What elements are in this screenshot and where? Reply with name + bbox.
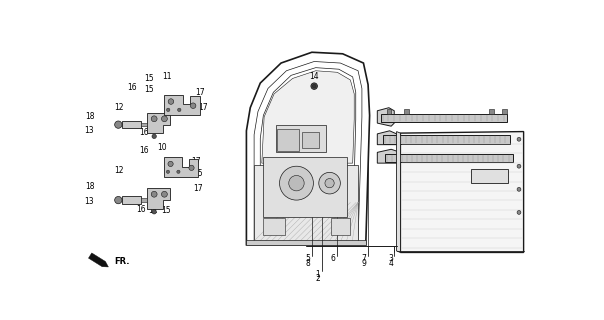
Polygon shape [246, 52, 370, 245]
Text: 10: 10 [159, 114, 169, 123]
Text: 16: 16 [139, 128, 149, 137]
Circle shape [166, 170, 170, 173]
Circle shape [517, 164, 521, 168]
Bar [275, 125, 326, 152]
Text: 11: 11 [162, 72, 172, 81]
Text: 17: 17 [191, 157, 201, 166]
Text: 3: 3 [389, 254, 394, 263]
Polygon shape [147, 113, 170, 133]
Bar [263, 218, 285, 235]
Polygon shape [397, 132, 400, 252]
Bar [502, 109, 507, 114]
Bar [141, 123, 147, 126]
Circle shape [312, 84, 316, 88]
Circle shape [167, 108, 170, 112]
Circle shape [190, 103, 196, 108]
Polygon shape [381, 114, 507, 122]
Bar [263, 157, 347, 217]
Circle shape [325, 179, 334, 188]
Text: 17: 17 [193, 184, 203, 193]
Circle shape [280, 166, 313, 200]
Polygon shape [400, 132, 524, 252]
Bar [141, 198, 147, 202]
Circle shape [517, 137, 521, 141]
Text: 7: 7 [362, 254, 367, 263]
Circle shape [189, 165, 194, 171]
Polygon shape [122, 196, 141, 204]
Text: 6: 6 [331, 254, 336, 263]
Text: 8: 8 [306, 259, 310, 268]
Polygon shape [254, 165, 358, 241]
Circle shape [311, 83, 318, 89]
Polygon shape [164, 157, 198, 177]
Text: 12: 12 [115, 166, 124, 175]
Text: 9: 9 [362, 259, 367, 268]
Circle shape [151, 191, 157, 197]
Polygon shape [88, 253, 108, 267]
Text: 5: 5 [306, 254, 310, 263]
Bar [331, 218, 350, 235]
Polygon shape [378, 131, 397, 145]
Circle shape [115, 196, 122, 204]
Text: 1: 1 [316, 269, 320, 278]
Circle shape [161, 191, 167, 197]
Bar [471, 169, 508, 183]
Polygon shape [122, 121, 141, 128]
Circle shape [168, 161, 173, 166]
Polygon shape [378, 149, 400, 163]
Text: 17: 17 [196, 88, 205, 97]
Text: 16: 16 [127, 83, 137, 92]
Text: 4: 4 [389, 259, 394, 268]
Circle shape [168, 99, 174, 104]
Text: 11: 11 [149, 206, 158, 215]
Circle shape [178, 108, 181, 112]
Polygon shape [246, 240, 366, 245]
Polygon shape [262, 71, 354, 163]
Circle shape [319, 172, 340, 194]
Text: 15: 15 [144, 85, 153, 94]
Text: 12: 12 [115, 103, 124, 112]
Text: 16: 16 [139, 146, 149, 155]
Bar [277, 129, 299, 151]
Polygon shape [378, 108, 394, 126]
Polygon shape [164, 95, 200, 116]
Polygon shape [384, 135, 510, 144]
Bar [404, 109, 409, 114]
Text: 2: 2 [316, 274, 320, 283]
Text: 18: 18 [85, 112, 95, 121]
Polygon shape [385, 154, 513, 162]
Text: 15: 15 [193, 169, 203, 178]
Bar [302, 132, 319, 148]
Text: 18: 18 [85, 182, 95, 191]
Bar [387, 109, 391, 114]
Circle shape [177, 170, 180, 173]
Text: 17: 17 [198, 103, 207, 112]
Circle shape [151, 116, 157, 122]
Circle shape [517, 188, 521, 191]
Circle shape [115, 121, 122, 128]
Text: 13: 13 [84, 197, 94, 206]
Text: 15: 15 [144, 74, 153, 83]
Text: 14: 14 [309, 72, 319, 81]
Circle shape [161, 116, 167, 122]
Text: 16: 16 [136, 205, 146, 214]
Bar [489, 109, 493, 114]
Circle shape [289, 175, 304, 191]
Text: 10: 10 [158, 143, 167, 152]
Text: FR.: FR. [114, 257, 130, 266]
Circle shape [152, 134, 156, 139]
Polygon shape [147, 188, 170, 209]
Circle shape [152, 210, 156, 214]
Text: 15: 15 [161, 206, 170, 215]
Text: 13: 13 [84, 126, 94, 135]
Circle shape [517, 211, 521, 214]
